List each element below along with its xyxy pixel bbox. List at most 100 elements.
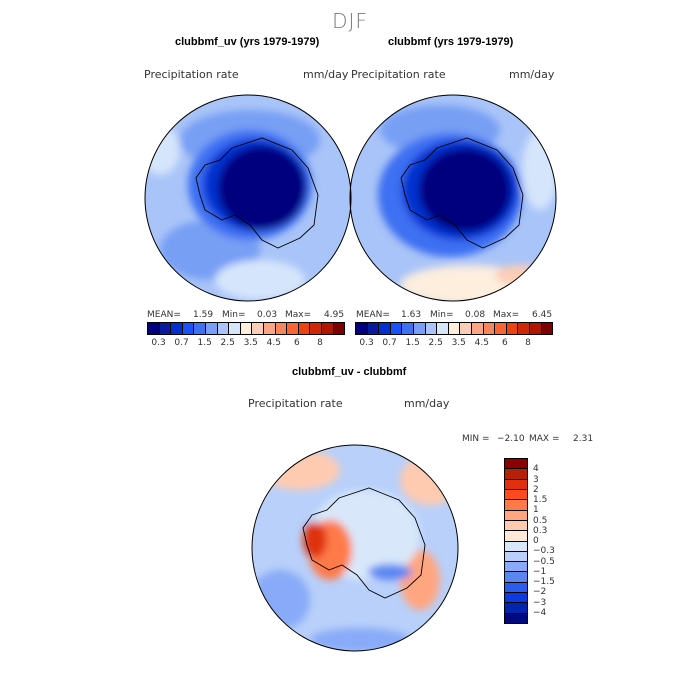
panel-2-max-label: Max= xyxy=(493,310,520,320)
panel-3-max: 2.31 xyxy=(573,434,594,444)
colorbar-box xyxy=(448,323,461,334)
coastlines xyxy=(195,137,524,599)
colorbar-panel-1 xyxy=(147,322,345,335)
colorbar-box xyxy=(390,323,403,334)
colorbar-tick-label: 2.5 xyxy=(220,338,235,348)
panel-2-min: 0.08 xyxy=(465,310,486,320)
panel-1-max: 4.95 xyxy=(324,310,345,320)
colorbar-diff-tick-label: −2 xyxy=(533,587,547,598)
colorbar-box xyxy=(205,323,218,334)
colorbar-tick-label: 6 xyxy=(502,338,508,348)
colorbar-box xyxy=(495,323,507,334)
colorbar-box xyxy=(541,323,553,334)
panel-1-mean: 1.59 xyxy=(193,310,214,320)
panel-3-variable: Precipitation rate xyxy=(248,397,343,410)
colorbar-diff-tick-label: 0.3 xyxy=(533,525,548,536)
colorbar-diff-tick-label: −0.3 xyxy=(533,546,555,557)
colorbar-diff-tick-label: −0.5 xyxy=(533,556,555,567)
panel-2-max: 6.45 xyxy=(532,310,553,320)
panel-2-mean: 1.63 xyxy=(401,310,422,320)
colorbar-box xyxy=(471,323,484,334)
colorbar-tick-label: 3.5 xyxy=(243,338,258,348)
colorbar-box xyxy=(379,323,391,334)
colorbar-box xyxy=(505,469,527,480)
colorbar-box xyxy=(367,323,380,334)
panel-1-variable: Precipitation rate xyxy=(144,68,239,81)
colorbar-tick-label: 0.3 xyxy=(359,338,374,348)
colorbar-diff-tick-label: −1.5 xyxy=(533,577,555,587)
panel-3-units: mm/day xyxy=(404,397,450,410)
colorbar-box xyxy=(505,613,527,623)
map-2-border xyxy=(349,94,557,302)
colorbar-box xyxy=(321,323,334,334)
colorbar-diff-tick-label: 0.5 xyxy=(533,515,548,526)
colorbar-box xyxy=(505,520,527,532)
colorbar-box xyxy=(483,323,496,334)
panel-2-variable: Precipitation rate xyxy=(351,68,446,81)
colorbar-box xyxy=(240,323,253,334)
panel-1-mean-label: MEAN= xyxy=(147,310,181,320)
colorbar-box xyxy=(518,323,530,334)
colorbar-box xyxy=(263,323,276,334)
colorbar-tick-label: 4.5 xyxy=(474,338,489,348)
colorbar-box xyxy=(275,323,288,334)
colorbar-box xyxy=(298,323,311,334)
colorbar-box xyxy=(529,323,542,334)
colorbar-box xyxy=(505,593,527,604)
colorbar-box xyxy=(505,551,527,563)
map-1-border xyxy=(144,94,352,302)
colorbar-box xyxy=(310,323,322,334)
colorbar-tick-label: 0.7 xyxy=(382,338,397,348)
colorbar-box xyxy=(437,323,449,334)
colorbar-panel-2 xyxy=(355,322,553,335)
colorbar-box xyxy=(194,323,206,334)
colorbar-box xyxy=(505,489,527,501)
panel-2-units: mm/day xyxy=(509,68,555,81)
colorbar-box xyxy=(402,323,414,334)
panel-1-min: 0.03 xyxy=(257,310,278,320)
panel-3-min: −2.10 xyxy=(497,434,525,444)
panel-2-min-label: Min= xyxy=(430,310,454,320)
map-panel-1 xyxy=(145,95,351,301)
colorbar-box xyxy=(287,323,299,334)
colorbar-diff-tick-label: 4 xyxy=(533,464,539,475)
panel-1-max-label: Max= xyxy=(285,310,312,320)
colorbar-tick-label: 0.7 xyxy=(174,338,189,348)
colorbar-diff-tick-label: 0 xyxy=(533,536,539,546)
colorbar-box xyxy=(171,323,183,334)
colorbar-box xyxy=(506,323,519,334)
colorbar-diff-tick-label: 1.5 xyxy=(533,495,548,505)
colorbar-box xyxy=(229,323,241,334)
panel-3-max-label: MAX = xyxy=(529,434,560,444)
colorbar-tick-label: 2.5 xyxy=(428,338,443,348)
colorbar-diff-tick-label: 3 xyxy=(533,474,539,485)
panel-3-title: clubbmf_uv - clubbmf xyxy=(292,366,407,378)
colorbar-box xyxy=(505,603,527,614)
colorbar-box xyxy=(505,541,527,552)
colorbar-box xyxy=(505,459,527,470)
panel-3-min-label: MIN = xyxy=(462,434,490,444)
colorbar-tick-label: 3.5 xyxy=(451,338,466,348)
colorbar-tick-label: 8 xyxy=(317,338,323,348)
colorbar-box xyxy=(356,323,368,334)
colorbar-tick-label: 6 xyxy=(294,338,300,348)
colorbar-box xyxy=(252,323,264,334)
colorbar-diff-tick-label: 2 xyxy=(533,484,539,495)
colorbar-box xyxy=(505,479,527,490)
colorbar-box xyxy=(460,323,472,334)
colorbar-box xyxy=(505,562,527,573)
colorbar-box xyxy=(413,323,426,334)
colorbar-tick-label: 1.5 xyxy=(405,338,420,348)
colorbar-box xyxy=(333,323,345,334)
colorbar-box xyxy=(505,582,527,594)
colorbar-tick-label: 8 xyxy=(525,338,531,348)
colorbar-tick-label: 0.3 xyxy=(151,338,166,348)
panel-1-units: mm/day xyxy=(303,68,349,81)
colorbar-box xyxy=(505,500,527,511)
colorbar-box xyxy=(217,323,230,334)
colorbar-diff-tick-label: −1 xyxy=(533,566,547,577)
panel-2-mean-label: MEAN= xyxy=(356,310,390,320)
panel-1-min-label: Min= xyxy=(222,310,246,320)
